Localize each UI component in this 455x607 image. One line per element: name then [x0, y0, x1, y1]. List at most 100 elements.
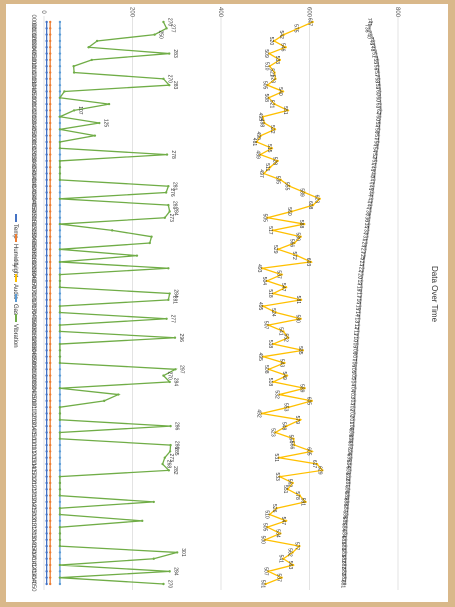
data-point — [279, 532, 282, 535]
data-point — [268, 65, 271, 68]
data-point — [48, 96, 52, 99]
data-label: 617 — [311, 460, 317, 469]
data-point — [45, 405, 48, 409]
data-point — [376, 147, 379, 150]
data-point — [277, 456, 281, 459]
data-label: 735 — [363, 220, 369, 229]
data-point — [379, 90, 382, 93]
data-point — [58, 544, 62, 548]
data-point — [45, 443, 48, 447]
data-point — [45, 241, 48, 245]
data-point — [48, 475, 52, 478]
data-point — [141, 519, 144, 523]
data-point — [58, 241, 62, 245]
data-label: 541 — [277, 555, 283, 564]
x-tick-label: 02:30 — [30, 109, 36, 125]
data-point — [58, 525, 62, 529]
x-tick-label: 06:30 — [30, 261, 36, 277]
data-point — [58, 323, 62, 327]
data-point — [48, 349, 52, 352]
data-label: 509 — [263, 49, 269, 58]
data-point — [379, 115, 382, 118]
chart-title: Data Over Time — [430, 266, 439, 323]
data-point — [58, 361, 62, 365]
x-tick-label: 14:00 — [30, 545, 36, 561]
data-point — [293, 241, 296, 245]
data-point — [58, 399, 62, 403]
data-label: 297 — [178, 365, 184, 374]
data-point — [48, 166, 52, 169]
data-label: 754 — [372, 144, 378, 153]
data-point — [58, 298, 62, 302]
data-point — [58, 147, 62, 150]
data-point — [346, 507, 350, 510]
data-label: 497 — [258, 169, 264, 178]
legend-label: Gas — [12, 304, 18, 315]
data-point — [58, 437, 62, 440]
data-label: 273 — [168, 214, 174, 223]
data-point — [45, 128, 48, 131]
data-point — [268, 513, 271, 516]
data-point — [355, 355, 359, 358]
data-point — [162, 77, 165, 81]
data-point — [58, 229, 62, 232]
data-label: 715 — [354, 302, 360, 311]
data-point — [359, 298, 363, 302]
chart-frame: 0 200 400 600 800 00:00 00:10 00:20 00:30 00:40 0… — [6, 4, 448, 602]
data-label: 528 — [272, 157, 278, 166]
data-point — [169, 443, 172, 447]
series-line — [255, 21, 324, 585]
data-point — [359, 304, 362, 308]
x-tick-label: 13:20 — [30, 520, 36, 536]
data-point — [353, 393, 357, 396]
data-point — [278, 475, 282, 478]
data-point — [352, 431, 355, 434]
x-tick-label: 12:20 — [30, 482, 36, 498]
data-label: 689 — [343, 491, 349, 500]
y-tick-label: 200 — [129, 7, 135, 18]
data-label: 692 — [344, 472, 350, 481]
x-tick-label: 13:00 — [30, 507, 36, 523]
data-point — [45, 33, 48, 36]
data-point — [45, 140, 48, 144]
data-point — [370, 203, 373, 207]
data-point — [274, 431, 277, 434]
data-point — [272, 292, 275, 295]
data-label: 523 — [269, 75, 275, 84]
data-point — [45, 532, 48, 535]
data-point — [273, 102, 276, 106]
x-tick-label: 14:20 — [30, 558, 36, 574]
x-tick-label: 00:50 — [30, 46, 36, 62]
data-point — [357, 330, 360, 333]
data-point — [58, 292, 62, 295]
data-point — [363, 254, 367, 257]
data-point — [58, 203, 62, 207]
x-tick-label: 10:20 — [30, 406, 36, 422]
data-label: 698 — [347, 435, 353, 444]
data-point — [58, 267, 62, 270]
data-point — [298, 544, 301, 548]
data-point — [45, 58, 48, 62]
data-point — [48, 317, 52, 320]
data-label: 701 — [348, 416, 354, 425]
x-tick-label: 02:00 — [30, 90, 36, 106]
data-label: 712 — [353, 321, 359, 330]
data-point — [270, 147, 274, 150]
data-label: 710 — [352, 334, 358, 343]
data-point — [45, 513, 48, 516]
data-label: 495 — [257, 302, 263, 311]
data-point — [58, 71, 62, 74]
data-point — [378, 83, 382, 87]
data-point — [45, 393, 48, 396]
data-label: 745 — [368, 182, 374, 191]
data-label: 546 — [280, 43, 286, 52]
data-point — [167, 298, 170, 302]
x-tick-label: 12:30 — [30, 488, 36, 504]
data-point — [45, 254, 48, 257]
data-point — [162, 374, 165, 377]
data-label: 276 — [169, 188, 175, 197]
x-tick-label: 02:40 — [30, 116, 36, 132]
data-label: 284 — [173, 567, 179, 576]
data-point — [58, 279, 62, 283]
data-point — [48, 27, 52, 30]
